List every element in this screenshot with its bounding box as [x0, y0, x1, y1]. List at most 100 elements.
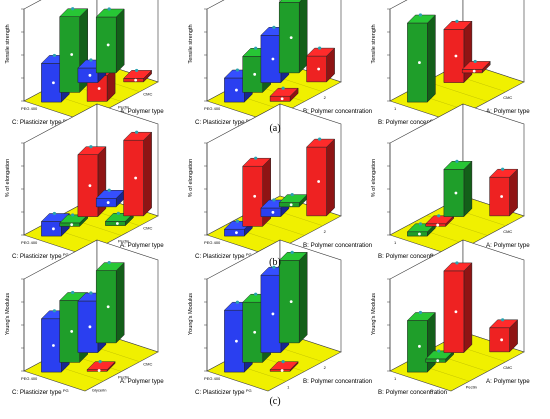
- observation-marker: [418, 310, 423, 315]
- observation-marker: [281, 86, 285, 90]
- bar-front-face: [260, 207, 282, 217]
- panel-labels: (a) (b) (c): [269, 123, 281, 407]
- right-tick-label: 1: [287, 384, 290, 389]
- observation-marker: [89, 58, 93, 62]
- bar-top-face: [406, 14, 437, 24]
- bar-5: [278, 0, 308, 74]
- left-tick-label: 1: [394, 106, 397, 111]
- left-axis-title: C: Plasticizer type: [12, 389, 62, 396]
- bar-front-face: [242, 165, 263, 227]
- right-tick-label: CMC: [143, 362, 152, 367]
- right-axis-title: A: Polymer type: [486, 242, 530, 249]
- right-tick-label: 2: [324, 229, 327, 234]
- right-axis-title: B: Polymer concentration: [303, 242, 373, 249]
- bar-4: [104, 211, 135, 227]
- observation-marker: [318, 137, 322, 141]
- left-axis-title: C: Plasticizer type: [195, 119, 245, 126]
- right-axis-title: A: Polymer type: [120, 378, 164, 385]
- left-tick-label: PEG 400: [204, 106, 221, 111]
- bar-front-face: [489, 327, 510, 353]
- bar-front-face: [278, 2, 300, 74]
- bar-front-face: [242, 301, 263, 363]
- observation-marker: [437, 214, 441, 218]
- bar-top-face: [95, 8, 125, 18]
- bar-center-dot: [235, 88, 238, 92]
- bar-center-dot: [70, 53, 74, 56]
- bar-4: [488, 167, 519, 217]
- left-axis-title: C: Plasticizer type: [195, 389, 245, 396]
- bar-front-face: [407, 320, 428, 373]
- left-tick-label: 1: [394, 376, 397, 381]
- bar-5: [278, 250, 308, 344]
- right-tick-label: Pectin: [466, 384, 477, 389]
- observation-marker: [135, 68, 139, 73]
- bar-center-dot: [106, 201, 110, 204]
- right-axis-title: B: Polymer concentration: [303, 108, 373, 115]
- bar-top-face: [278, 252, 308, 261]
- value-axis-title: % of elongation: [188, 159, 194, 198]
- bar-side-face: [298, 251, 308, 344]
- bar-6: [122, 130, 153, 217]
- bar-center-dot: [52, 344, 55, 347]
- bar-center-dot: [253, 72, 257, 76]
- bar-3: [443, 261, 473, 354]
- bar-top-face: [269, 361, 299, 370]
- observation-marker: [107, 7, 111, 11]
- bar-front-face: [59, 16, 80, 93]
- panel-label-c: (c): [269, 396, 280, 407]
- bar-center-dot: [271, 57, 275, 61]
- left-tick-label: 2: [431, 252, 434, 257]
- bar-5: [95, 261, 125, 344]
- bar-front-face: [224, 228, 245, 237]
- chart-panels: PEG 400 PG Glycerin Pectin CMC C: Plasticizer…: [5, 0, 530, 396]
- panel-label-b: (b): [269, 257, 281, 268]
- floor-gridline: [426, 81, 488, 102]
- bar-4: [488, 318, 519, 353]
- right-axis-title: A: Polymer type: [120, 108, 164, 115]
- bar-front-face: [95, 198, 117, 208]
- observation-marker: [290, 192, 294, 197]
- right-tick-label: Pectin: [118, 375, 129, 380]
- bar-top-face: [443, 262, 473, 272]
- value-axis-title: Tensile strength: [371, 24, 377, 63]
- right-tick-label: 2: [324, 365, 327, 370]
- bar-side-face: [115, 261, 125, 344]
- left-tick-label: PG: [246, 388, 252, 393]
- bar-side-face: [463, 20, 473, 84]
- bar-front-face: [123, 78, 144, 83]
- observation-marker: [455, 19, 459, 23]
- bar-front-face: [443, 29, 465, 83]
- left-axis-title: B: Polymer concentration: [378, 389, 448, 396]
- bar-front-face: [461, 69, 483, 74]
- observation-marker: [473, 59, 477, 64]
- bar-front-face: [306, 146, 327, 217]
- bar-center-dot: [134, 176, 138, 180]
- right-tick-label: 2: [324, 95, 327, 100]
- bar-4: [278, 192, 308, 208]
- left-tick-label: PG: [63, 252, 69, 257]
- left-tick-label: PEG 400: [21, 106, 38, 111]
- bar-5: [305, 137, 336, 217]
- bar-center-dot: [235, 231, 238, 235]
- bar-center-dot: [280, 97, 284, 101]
- bar-side-face: [298, 0, 308, 74]
- bar-top-face: [269, 87, 299, 97]
- bar-center-dot: [70, 223, 74, 227]
- bar-top-face: [488, 319, 519, 329]
- observation-marker: [272, 198, 276, 202]
- bar-front-face: [123, 139, 144, 217]
- value-axis-title: Young's Modulus: [188, 293, 194, 335]
- bar-center-dot: [289, 300, 293, 303]
- bar-center-dot: [70, 330, 74, 333]
- bar-2: [425, 214, 455, 228]
- bar-top-face: [59, 8, 89, 17]
- observation-marker: [501, 167, 505, 171]
- value-axis-title: Young's Modulus: [5, 293, 11, 335]
- left-tick-label: PEG 400: [204, 240, 221, 245]
- observation-marker: [107, 261, 111, 265]
- bar-2: [425, 349, 455, 364]
